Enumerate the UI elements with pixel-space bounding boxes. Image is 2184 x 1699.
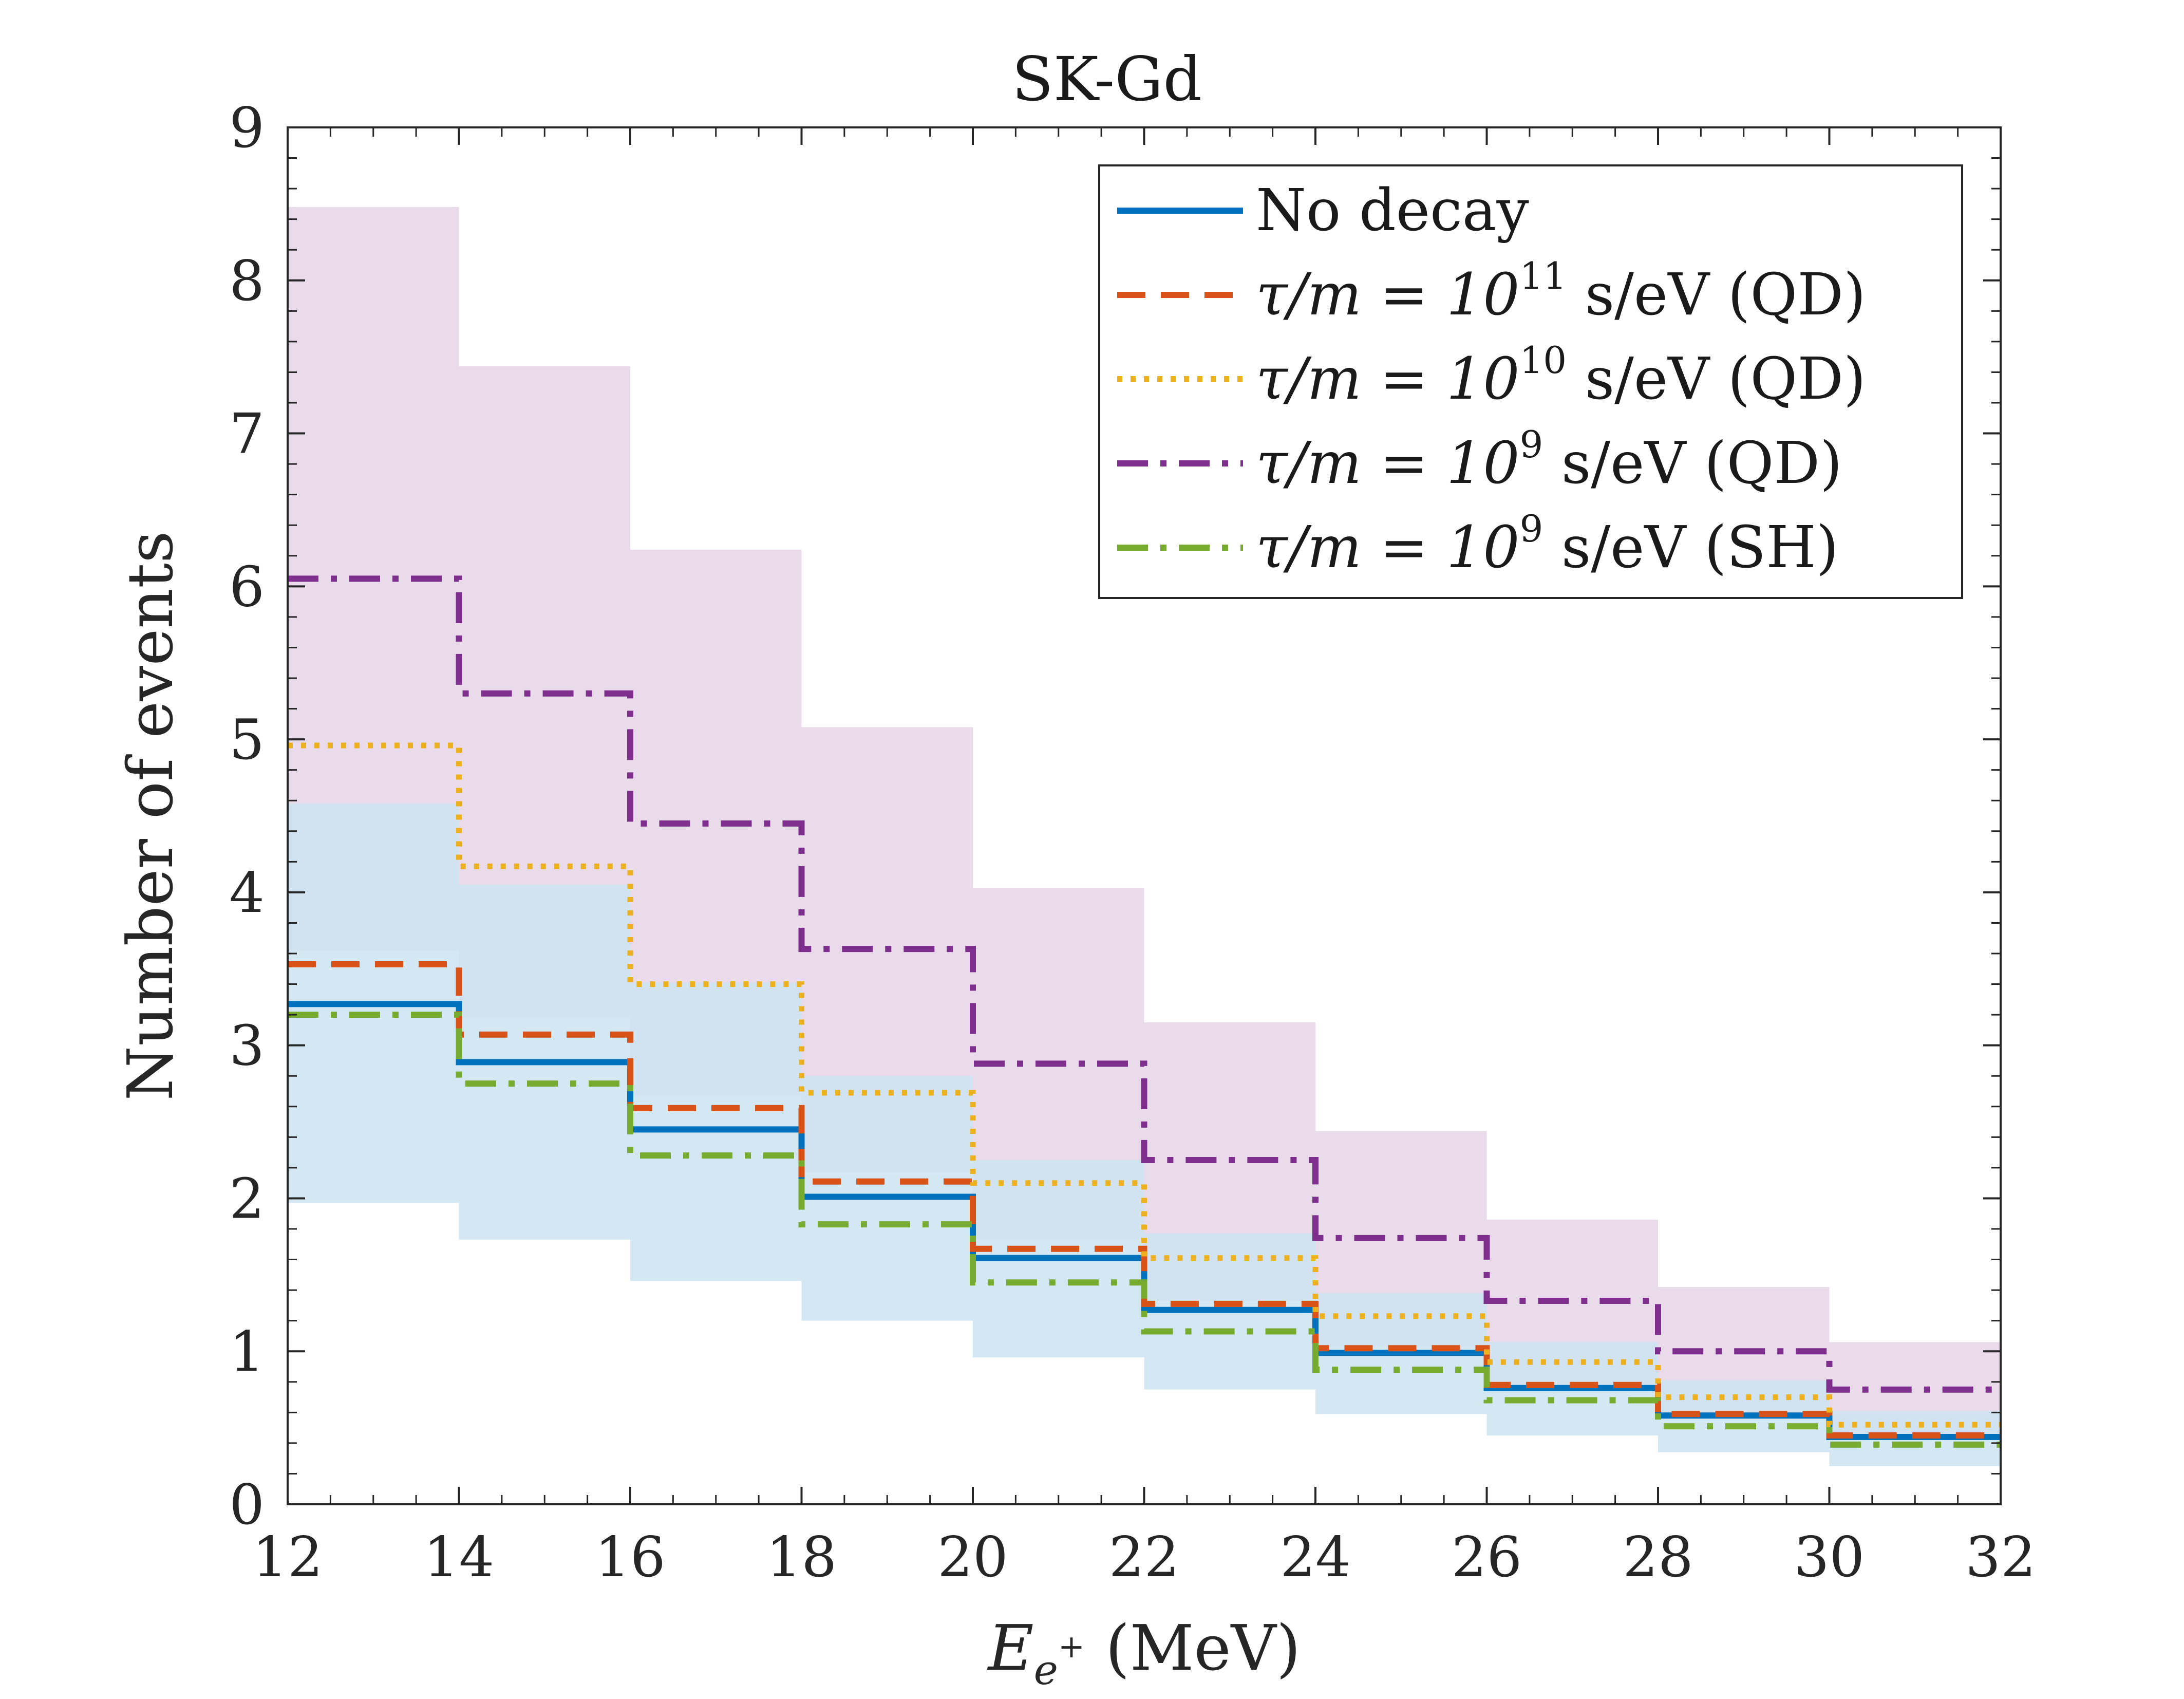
legend-lhs: τ/m = 10 [1256,262,1519,328]
legend-label: τ/m = 109 s/eV (SH) [1256,507,1839,581]
y-tick-label: 3 [229,1014,265,1078]
chart-title: SK-Gd [1012,44,1202,115]
x-axis-label: Ee+ (MeV) [987,1612,1301,1694]
legend-label: τ/m = 1011 s/eV (QD) [1256,254,1866,328]
x-tick-label: 12 [252,1525,323,1590]
y-tick-label: 6 [229,555,265,619]
legend-suffix: s/eV (QD) [1543,430,1842,497]
legend-entry-4: τ/m = 109 s/eV (SH) [1117,507,1839,581]
series-line-2 [288,742,2001,1428]
legend-box [1098,164,1963,599]
x-tick-label: 26 [1452,1525,1522,1590]
legend-label: τ/m = 1010 s/eV (QD) [1256,339,1866,413]
legend-entry-0: No decay [1117,177,1529,244]
x-axis-superscript: + [1058,1628,1085,1665]
legend-lhs: τ/m = 10 [1256,514,1519,581]
legend-suffix: s/eV (QD) [1567,262,1866,328]
x-tick-label: 18 [766,1525,837,1590]
x-tick-label: 22 [1109,1525,1179,1590]
x-tick-label: 32 [1965,1525,2036,1590]
x-tick-label: 28 [1623,1525,1693,1590]
x-tick-label: 14 [424,1525,494,1590]
axis-ticks [287,126,2002,1505]
y-tick-label: 2 [229,1167,265,1231]
y-tick-label: 8 [229,249,265,313]
y-tick-label: 4 [229,861,265,925]
x-tick-label: 30 [1794,1525,1865,1590]
series-line-3 [288,575,2001,1393]
legend-exponent: 10 [1519,339,1567,382]
x-axis-symbol: E [987,1612,1034,1685]
y-tick-label: 5 [229,708,265,772]
series-lines [288,575,2001,1448]
legend-entry-3: τ/m = 109 s/eV (QD) [1117,423,1842,497]
x-tick-label: 24 [1280,1525,1350,1590]
legend-lhs: τ/m = 10 [1256,346,1519,413]
x-axis-subscript: e [1034,1646,1058,1694]
y-tick-label: 1 [229,1320,265,1384]
legend-entry-2: τ/m = 1010 s/eV (QD) [1117,339,1866,413]
legend-label: τ/m = 109 s/eV (QD) [1256,423,1842,497]
x-tick-label: 20 [937,1525,1008,1590]
legend-entry-1: τ/m = 1011 s/eV (QD) [1117,254,1866,328]
legend-exponent: 11 [1519,254,1567,297]
x-tick-labels: 12 14 16 18 20 22 24 26 28 30 32 [252,1525,2036,1590]
legend-suffix: s/eV (QD) [1567,346,1866,413]
y-tick-label: 0 [229,1473,265,1537]
y-tick-label: 9 [229,96,265,160]
x-tick-label: 16 [595,1525,665,1590]
x-axis-unit: (MeV) [1105,1612,1301,1685]
legend-exponent: 9 [1519,423,1543,466]
legend-suffix: s/eV (SH) [1543,514,1838,581]
y-axis-label: Number of events [114,531,187,1100]
legend-lhs: τ/m = 10 [1256,430,1519,497]
legend-label: No decay [1256,177,1529,244]
series-line-1 [288,961,2001,1439]
legend-text: No decay [1256,177,1529,244]
y-tick-labels: 0 1 2 3 4 5 6 7 8 9 [229,96,265,1537]
legend-exponent: 9 [1519,507,1543,550]
y-tick-label: 7 [229,402,265,466]
